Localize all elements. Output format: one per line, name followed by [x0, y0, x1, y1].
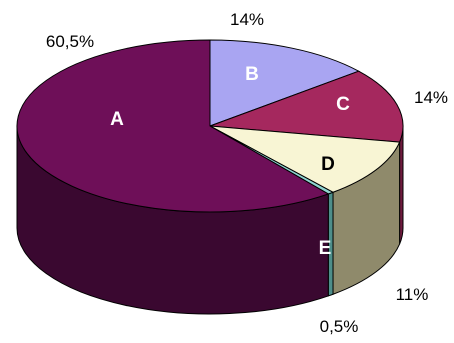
slice-letter-c: C	[336, 94, 350, 115]
slice-label-b: 14%	[230, 10, 264, 29]
slice-letter-e: E	[319, 238, 332, 259]
pie-tops	[16, 39, 404, 213]
pie-side-c	[399, 125, 404, 245]
pie-slice-a	[16, 39, 330, 213]
pie-sides	[16, 125, 404, 315]
pie-slice-d	[209, 125, 401, 193]
slice-letter-b: B	[245, 64, 259, 85]
slice-label-a: 60,5%	[46, 32, 94, 51]
slice-letter-a: A	[110, 109, 124, 130]
slice-label-c: 14%	[414, 88, 448, 107]
pie-slice-c	[209, 70, 404, 143]
slice-label-d: 11%	[396, 285, 429, 304]
slice-letter-d: D	[321, 154, 335, 175]
slice-label-e: 0,5%	[320, 317, 359, 336]
pie-slice-b	[209, 39, 360, 127]
